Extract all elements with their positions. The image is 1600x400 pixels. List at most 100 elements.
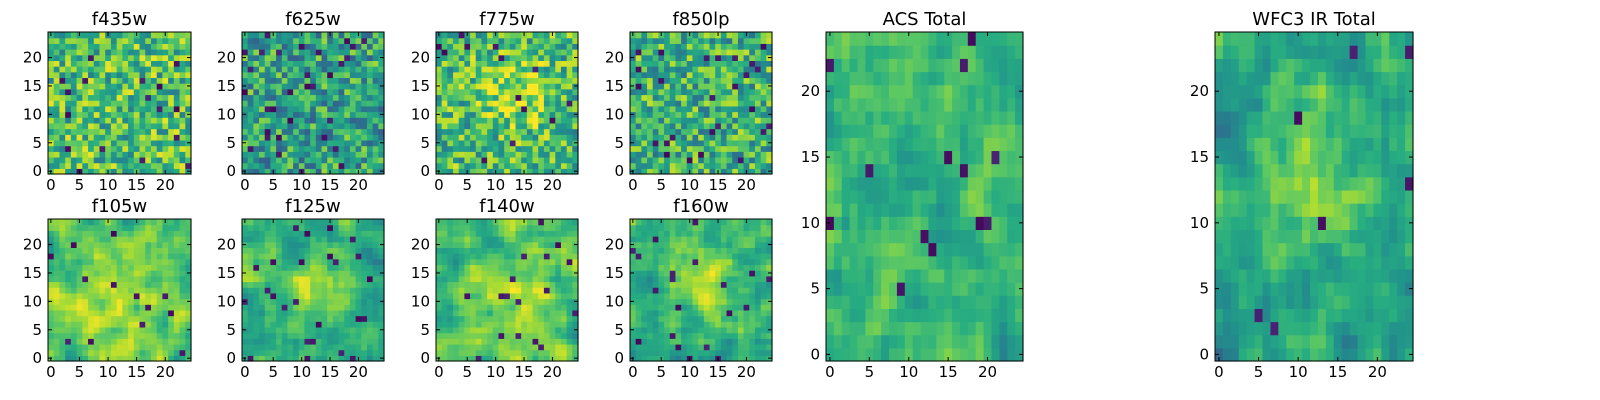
- x-tick-label: 20: [349, 176, 368, 194]
- heatmap-cell: [692, 355, 699, 362]
- heatmap-cell: [635, 49, 642, 56]
- heatmap-cell: [498, 122, 505, 130]
- heatmap-cell: [635, 309, 642, 317]
- heatmap-cell: [327, 349, 334, 356]
- heatmap-cell: [555, 332, 562, 339]
- heatmap-cell: [150, 43, 158, 50]
- heatmap-cell: [168, 241, 175, 248]
- heatmap-cell: [349, 219, 357, 226]
- heatmap-cell: [139, 236, 146, 243]
- heatmap-cell: [509, 258, 517, 266]
- heatmap-cell: [470, 241, 477, 248]
- heatmap-cell: [470, 162, 477, 169]
- heatmap-cell: [766, 315, 773, 322]
- heatmap-cell: [720, 326, 728, 334]
- heatmap-cell: [458, 43, 465, 50]
- heatmap-cell: [754, 88, 762, 96]
- heatmap-cell: [635, 128, 642, 135]
- heatmap-cell: [293, 54, 300, 61]
- heatmap-cell: [116, 60, 123, 67]
- heatmap-cell: [692, 60, 699, 67]
- heatmap-cell: [88, 66, 95, 73]
- heatmap-cell: [698, 117, 705, 124]
- heatmap-cell: [332, 270, 340, 277]
- heatmap-cell: [715, 105, 722, 113]
- heatmap-cell: [566, 156, 573, 164]
- heatmap-cell: [344, 349, 351, 356]
- heatmap-cell: [70, 236, 78, 243]
- heatmap-cell: [105, 304, 112, 311]
- heatmap-cell: [310, 117, 317, 124]
- heatmap-cell: [99, 343, 106, 351]
- heatmap-cell: [281, 100, 289, 107]
- heatmap-cell: [504, 332, 511, 339]
- heatmap-cell: [332, 49, 340, 56]
- heatmap-cell: [173, 134, 181, 141]
- heatmap-cell: [128, 145, 135, 152]
- heatmap-cell: [281, 230, 289, 237]
- heatmap-cell: [259, 117, 266, 124]
- heatmap-cell: [110, 43, 118, 50]
- heatmap-cell: [259, 292, 266, 300]
- heatmap-cell: [150, 94, 158, 101]
- y-tick-label: 20: [217, 49, 236, 67]
- heatmap-cell: [338, 264, 345, 271]
- heatmap-cell: [281, 343, 289, 351]
- heatmap-cell: [253, 66, 260, 73]
- heatmap-cell: [635, 332, 642, 339]
- heatmap-cell: [698, 349, 705, 356]
- heatmap-cell: [338, 122, 345, 130]
- heatmap-cell: [538, 71, 545, 79]
- heatmap-cell: [116, 247, 123, 254]
- heatmap-cell: [93, 156, 101, 164]
- heatmap-cell: [332, 349, 340, 356]
- heatmap-cell: [749, 304, 756, 311]
- heatmap-cell: [185, 264, 192, 271]
- heatmap-cell: [470, 128, 477, 135]
- heatmap-cell: [242, 258, 249, 266]
- heatmap-cell: [453, 258, 460, 266]
- heatmap-cell: [715, 49, 722, 56]
- heatmap-cell: [344, 145, 351, 152]
- heatmap-cell: [692, 287, 699, 294]
- heatmap-cell: [492, 241, 500, 248]
- heatmap-cell: [53, 139, 61, 147]
- heatmap-cell: [150, 304, 158, 311]
- heatmap-cell: [116, 219, 123, 226]
- y-tick-label: 10: [411, 105, 430, 123]
- heatmap-cell: [555, 315, 562, 322]
- heatmap-cell: [630, 128, 637, 135]
- heatmap-cell: [487, 122, 494, 130]
- heatmap-cell: [641, 134, 648, 141]
- heatmap-cell: [470, 168, 477, 175]
- heatmap-cell: [549, 139, 556, 147]
- heatmap-cell: [287, 49, 294, 56]
- heatmap-cell: [65, 281, 72, 288]
- heatmap-cell: [253, 332, 260, 339]
- heatmap-cell: [276, 145, 283, 152]
- heatmap-cell: [173, 139, 181, 147]
- heatmap-cell: [259, 128, 266, 135]
- heatmap-cell: [515, 139, 522, 147]
- heatmap-cell: [259, 168, 266, 175]
- heatmap-cell: [749, 349, 756, 356]
- heatmap-cell: [572, 287, 579, 294]
- heatmap-cell: [732, 49, 739, 56]
- heatmap-cell: [372, 332, 379, 339]
- heatmap-cell: [344, 224, 351, 231]
- heatmap-cell: [669, 275, 677, 283]
- heatmap-cell: [355, 253, 362, 260]
- heatmap-cell: [304, 304, 311, 311]
- heatmap-cell: [743, 43, 750, 50]
- heatmap-cell: [481, 117, 488, 124]
- heatmap-cell: [349, 355, 357, 362]
- heatmap-cell: [133, 292, 141, 300]
- heatmap-cell: [332, 321, 340, 328]
- heatmap-cell: [441, 343, 448, 351]
- heatmap-cell: [498, 168, 505, 175]
- heatmap-cell: [647, 66, 654, 73]
- heatmap-cell: [99, 224, 106, 231]
- heatmap-cell: [162, 134, 169, 141]
- heatmap-cell: [344, 37, 351, 44]
- heatmap-cell: [145, 326, 152, 334]
